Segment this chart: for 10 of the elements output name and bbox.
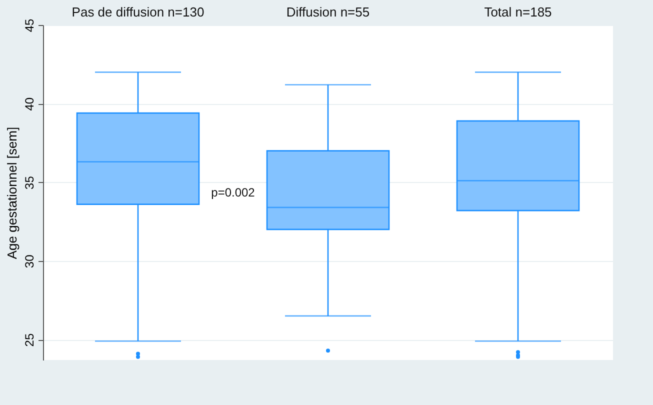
annotation: p=0.002	[211, 186, 256, 200]
y-tick-label: 25	[22, 333, 36, 347]
y-tick-label: 45	[22, 18, 36, 32]
y-axis-title: Age gestationnel [sem]	[4, 126, 20, 260]
x-tick-label: Diffusion n=55	[286, 4, 370, 20]
x-tick-label: Pas de diffusion n=130	[72, 4, 204, 20]
x-tick-label: Total n=185	[484, 4, 552, 20]
y-tick-label: 35	[22, 176, 36, 190]
y-tick-label: 40	[22, 97, 36, 111]
y-tick-label: 30	[22, 254, 36, 268]
